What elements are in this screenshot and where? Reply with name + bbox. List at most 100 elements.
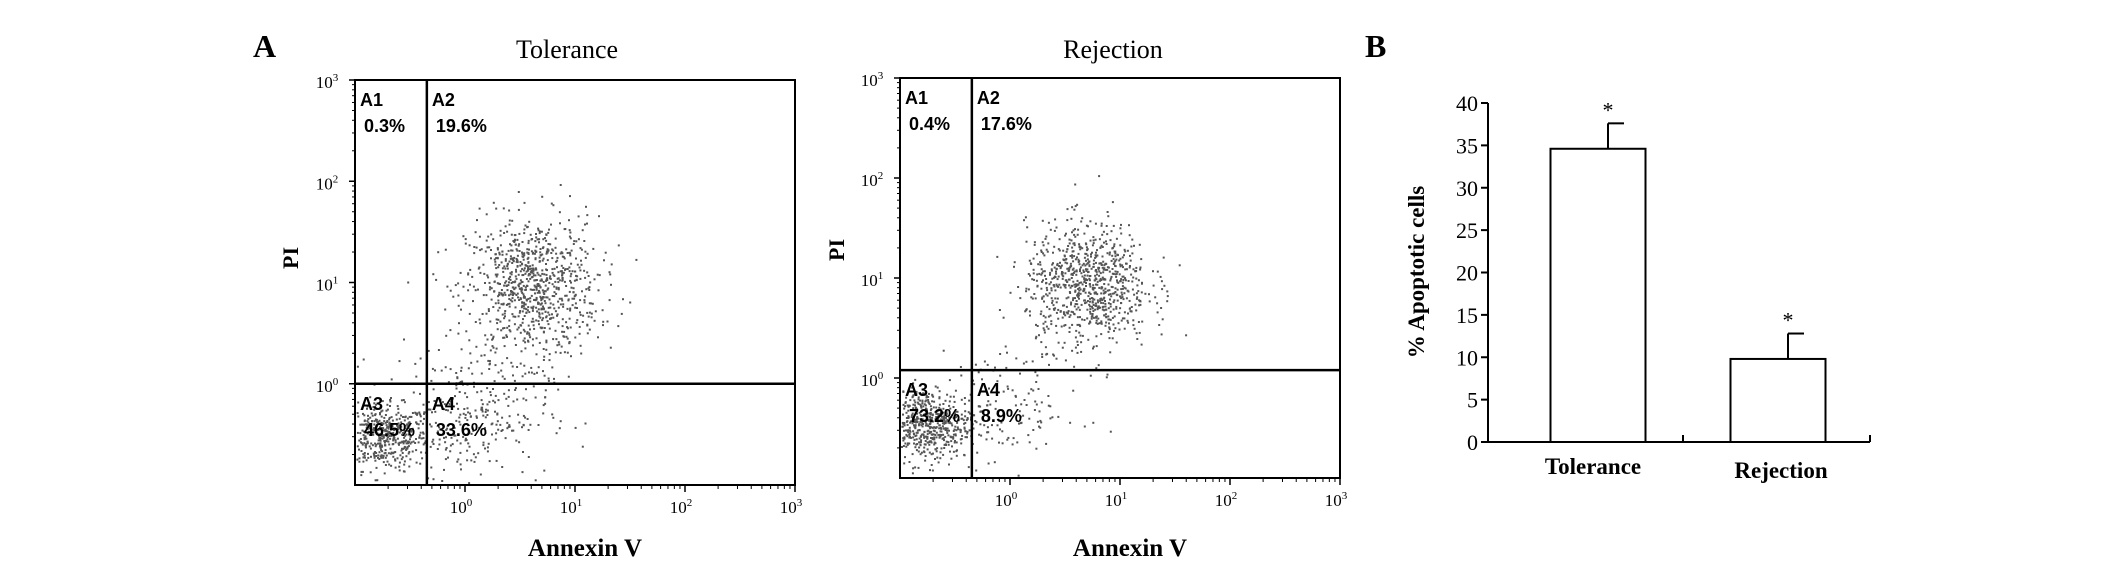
event-dot	[1119, 244, 1122, 247]
event-dot	[444, 441, 447, 444]
event-dot	[509, 255, 512, 258]
event-dot	[491, 433, 493, 436]
event-dot	[454, 284, 457, 287]
event-dot	[415, 449, 418, 452]
event-dot	[1154, 296, 1157, 299]
event-dot	[373, 427, 375, 430]
event-dot	[498, 251, 501, 254]
event-dot	[488, 460, 491, 463]
event-dot	[1125, 268, 1128, 271]
event-dot	[1019, 415, 1022, 418]
event-dot	[362, 460, 365, 463]
event-dot	[522, 318, 524, 321]
event-dot	[445, 409, 448, 411]
event-dot	[986, 404, 989, 407]
event-dot	[386, 408, 389, 411]
event-dot	[1079, 266, 1082, 269]
event-dot	[556, 314, 558, 317]
event-dot	[537, 302, 540, 305]
event-dot	[1075, 300, 1078, 302]
event-dot	[1042, 244, 1045, 247]
event-dot	[375, 455, 378, 457]
event-dot	[581, 321, 584, 323]
event-dot	[944, 399, 947, 402]
event-dot	[510, 249, 513, 252]
event-dot	[546, 296, 549, 299]
event-dot	[415, 461, 418, 464]
event-dot	[540, 296, 543, 299]
event-dot	[1114, 273, 1117, 276]
event-dot	[1040, 268, 1043, 271]
event-dot	[524, 224, 527, 227]
event-dot	[473, 252, 476, 255]
event-dot	[953, 428, 956, 431]
event-dot	[478, 426, 481, 429]
event-dot	[405, 439, 407, 442]
event-dot	[1162, 256, 1165, 259]
event-dot	[954, 389, 957, 392]
event-dot	[1121, 264, 1124, 267]
event-dot	[546, 279, 549, 281]
event-dot	[443, 403, 446, 406]
event-dot	[1006, 351, 1008, 354]
event-dot	[559, 222, 561, 225]
event-dot	[914, 404, 916, 407]
event-dot	[979, 405, 982, 408]
event-dot	[505, 280, 508, 283]
event-dot	[1103, 264, 1106, 267]
event-dot	[1078, 281, 1081, 284]
event-dot	[471, 372, 474, 375]
event-dot	[525, 308, 528, 311]
event-dot	[569, 279, 572, 282]
event-dot	[1080, 303, 1083, 306]
event-dot	[443, 436, 445, 439]
flow-xlabel: Annexin V	[528, 535, 642, 562]
event-dot	[467, 411, 470, 414]
event-dot	[356, 458, 359, 461]
event-dot	[1102, 297, 1105, 300]
event-dot	[430, 425, 433, 428]
event-dot	[540, 308, 543, 311]
event-dot	[575, 257, 577, 260]
event-dot	[1064, 272, 1067, 275]
event-dot	[509, 278, 512, 281]
event-dot	[533, 279, 536, 282]
event-dot	[622, 298, 624, 301]
event-dot	[963, 397, 966, 399]
event-dot	[918, 411, 921, 414]
event-dot	[522, 284, 525, 287]
event-dot	[474, 321, 477, 323]
event-dot	[1097, 364, 1100, 367]
event-dot	[384, 464, 387, 466]
event-dot	[503, 345, 506, 348]
event-dot	[509, 293, 512, 296]
event-dot	[538, 260, 541, 263]
panel-a-letter: A	[253, 28, 276, 64]
event-dot	[560, 297, 563, 300]
event-dot	[1084, 302, 1086, 305]
event-dot	[540, 254, 542, 257]
event-dot	[1098, 322, 1101, 325]
event-dot	[379, 444, 382, 447]
event-dot	[1055, 311, 1058, 314]
event-dot	[941, 422, 944, 425]
event-dot	[1064, 258, 1067, 261]
event-dot	[1059, 265, 1062, 268]
event-dot	[916, 431, 919, 434]
event-dot	[1102, 278, 1105, 281]
event-dot	[1034, 371, 1037, 374]
event-dot	[374, 479, 377, 482]
event-dot	[1077, 292, 1080, 295]
event-dot	[565, 335, 568, 338]
event-dot	[528, 220, 531, 223]
event-dot	[1073, 255, 1076, 258]
event-dot	[485, 312, 488, 315]
event-dot	[459, 423, 462, 426]
event-dot	[522, 339, 525, 342]
event-dot	[529, 277, 532, 280]
event-dot	[490, 257, 492, 260]
event-dot	[555, 260, 558, 263]
event-dot	[1050, 297, 1053, 300]
event-dot	[928, 431, 931, 434]
event-dot	[522, 451, 524, 453]
